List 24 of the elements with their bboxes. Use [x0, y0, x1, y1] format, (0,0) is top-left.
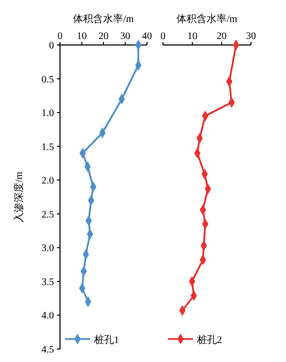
x-tick-label: 0: [160, 31, 166, 42]
y-tick-label: 1.5: [42, 142, 54, 153]
legend-label: 桩孔1: [93, 334, 119, 346]
y-tick-label: 2.5: [42, 209, 54, 220]
y-tick-label: 2.0: [42, 176, 54, 187]
x-tick-label: 10: [187, 31, 198, 42]
y-tick-label: 0.5: [42, 74, 54, 86]
y-tick-label: 4.5: [42, 344, 54, 356]
x-tick-label: 20: [216, 31, 227, 42]
legend-label: 桩孔2: [196, 334, 222, 346]
y-tick-label: 1.0: [42, 108, 54, 120]
x-axis-title: 体积含水率/m: [176, 13, 238, 25]
y-axis-title: 入渗深度/m: [13, 172, 25, 222]
x-tick-label: 30: [246, 31, 256, 42]
x-tick-label: 20: [98, 31, 108, 42]
x-tick-label: 30: [120, 31, 130, 42]
y-tick-label: 3.0: [42, 243, 54, 254]
x-tick-label: 0: [58, 31, 62, 42]
x-axis-title: 体积含水率/m: [73, 13, 134, 25]
y-tick-label: 4.0: [42, 310, 54, 322]
y-tick-label: 0: [49, 40, 54, 52]
y-tick-label: 3.5: [42, 276, 54, 288]
x-tick-label: 40: [142, 31, 152, 42]
x-tick-label: 10: [76, 31, 87, 42]
